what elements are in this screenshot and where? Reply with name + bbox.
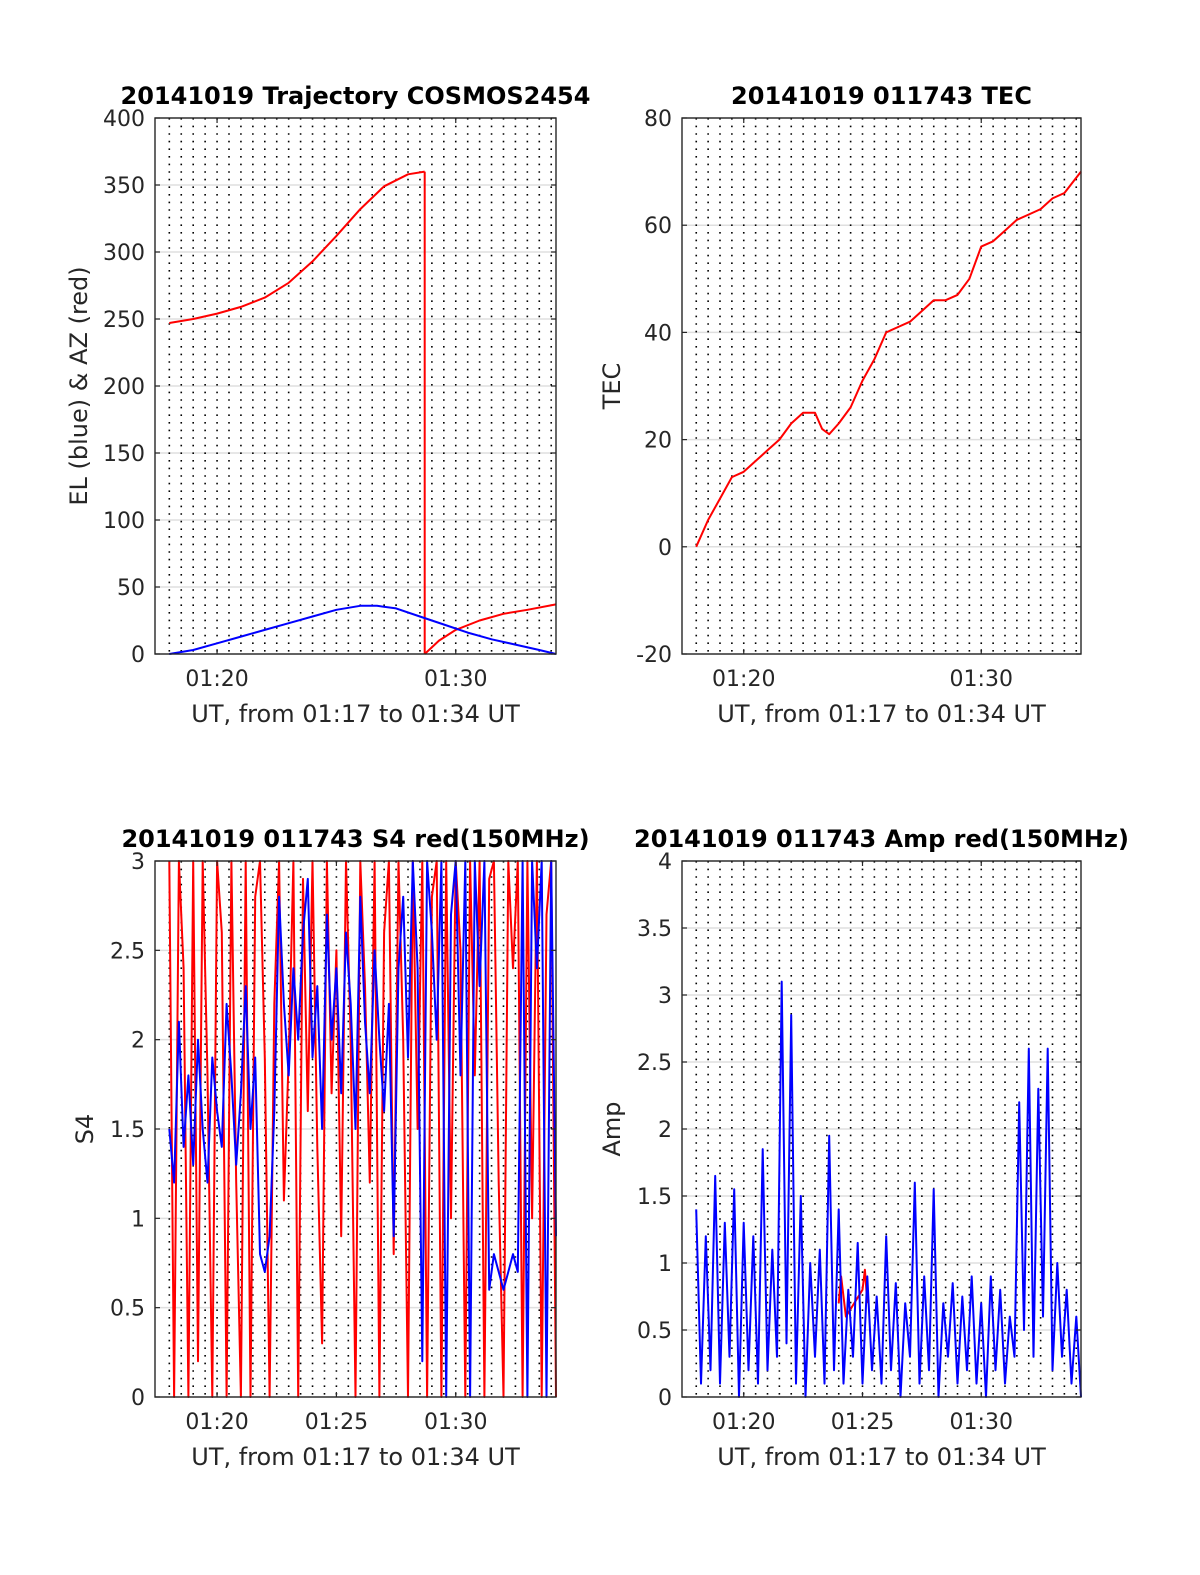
series-line-3 xyxy=(169,604,557,655)
y-tick-label: 20 xyxy=(644,429,672,454)
series-group xyxy=(169,170,557,655)
y-tick-label: 2.5 xyxy=(637,1051,672,1076)
x-axis-label: UT, from 01:17 to 01:34 UT xyxy=(717,700,1046,728)
x-tick-label: 01:30 xyxy=(950,667,1013,692)
chart-title: 20141019 Trajectory COSMOS2454 xyxy=(121,82,591,110)
y-tick-label: 350 xyxy=(103,174,145,199)
y-tick-label: 100 xyxy=(103,509,145,534)
y-tick-label: 3 xyxy=(131,850,145,875)
y-tick-label: 1.5 xyxy=(637,1185,672,1210)
y-axis-label: Amp xyxy=(598,1101,626,1156)
y-tick-label: 4 xyxy=(658,850,672,875)
y-tick-label: 0.5 xyxy=(110,1297,145,1322)
y-tick-label: 2 xyxy=(658,1118,672,1143)
x-tick-label: 01:30 xyxy=(950,1410,1013,1435)
chart-panel-p4: 0 0.5 1 1.5 2 2.5 3 3.5 4 01:20 01:25 01:30 20141019… xyxy=(598,825,1129,1471)
chart-panel-p1: 0 50 100 150 200 250 300 350 400 01:20 01:30 201410… xyxy=(65,82,590,728)
y-tick-label: 3.5 xyxy=(637,917,672,942)
chart-title: 20141019 011743 Amp red(150MHz) xyxy=(634,825,1129,853)
series-line-1 xyxy=(695,980,1082,1398)
chart-panel-p3: 0 0.5 1 1.5 2 2.5 3 01:20 01:25 01:30 20141019 011… xyxy=(71,825,590,1471)
series-line-0 xyxy=(695,170,1082,548)
y-axis-label: S4 xyxy=(71,1114,99,1145)
y-tick-label: 300 xyxy=(103,241,145,266)
y-tick-label: 400 xyxy=(103,107,145,132)
y-tick-label: 150 xyxy=(103,442,145,467)
y-tick-label: 80 xyxy=(644,107,672,132)
y-tick-label: 0 xyxy=(131,1386,145,1411)
y-axis-label: TEC xyxy=(598,363,626,411)
y-tick-label: 60 xyxy=(644,214,672,239)
y-tick-label: 0 xyxy=(658,536,672,561)
chart-title: 20141019 011743 S4 red(150MHz) xyxy=(121,825,589,853)
series-line-2 xyxy=(424,603,557,655)
chart-panel-p2: -20 0 20 40 60 80 01:20 01:30 20141019 011743 TE… xyxy=(598,82,1082,728)
axes-box xyxy=(681,117,1082,655)
y-tick-label: 1 xyxy=(131,1207,145,1232)
y-tick-label: 40 xyxy=(644,321,672,346)
y-tick-label: 1.5 xyxy=(110,1118,145,1143)
x-tick-label: 01:20 xyxy=(185,1410,248,1435)
x-tick-label: 01:20 xyxy=(185,667,248,692)
x-axis-label: UT, from 01:17 to 01:34 UT xyxy=(717,1443,1046,1471)
x-axis-label: UT, from 01:17 to 01:34 UT xyxy=(191,1443,520,1471)
x-tick-label: 01:20 xyxy=(712,1410,775,1435)
series-group xyxy=(168,860,557,1398)
plot-area xyxy=(682,118,1081,654)
x-tick-label: 01:20 xyxy=(712,667,775,692)
y-tick-label: 1 xyxy=(658,1252,672,1277)
y-tick-label: 3 xyxy=(658,984,672,1009)
y-tick-label: -20 xyxy=(636,643,672,668)
series-line-0 xyxy=(168,860,557,1398)
series-line-0 xyxy=(169,170,425,324)
series-group xyxy=(695,170,1082,548)
x-tick-label: 01:30 xyxy=(424,1410,487,1435)
y-axis-label: EL (blue) & AZ (red) xyxy=(65,266,93,505)
y-tick-label: 0.5 xyxy=(637,1319,672,1344)
series-group xyxy=(695,980,1082,1398)
y-tick-label: 250 xyxy=(103,308,145,333)
y-tick-label: 50 xyxy=(117,576,145,601)
x-axis-label: UT, from 01:17 to 01:34 UT xyxy=(191,700,520,728)
y-tick-label: 2 xyxy=(131,1029,145,1054)
y-tick-label: 0 xyxy=(131,643,145,668)
x-tick-label: 01:30 xyxy=(424,667,487,692)
y-tick-label: 0 xyxy=(658,1386,672,1411)
chart-title: 20141019 011743 TEC xyxy=(731,82,1032,110)
x-tick-label: 01:25 xyxy=(305,1410,368,1435)
y-tick-label: 2.5 xyxy=(110,939,145,964)
y-tick-label: 200 xyxy=(103,375,145,400)
series-line-1 xyxy=(168,860,557,1398)
x-tick-label: 01:25 xyxy=(831,1410,894,1435)
